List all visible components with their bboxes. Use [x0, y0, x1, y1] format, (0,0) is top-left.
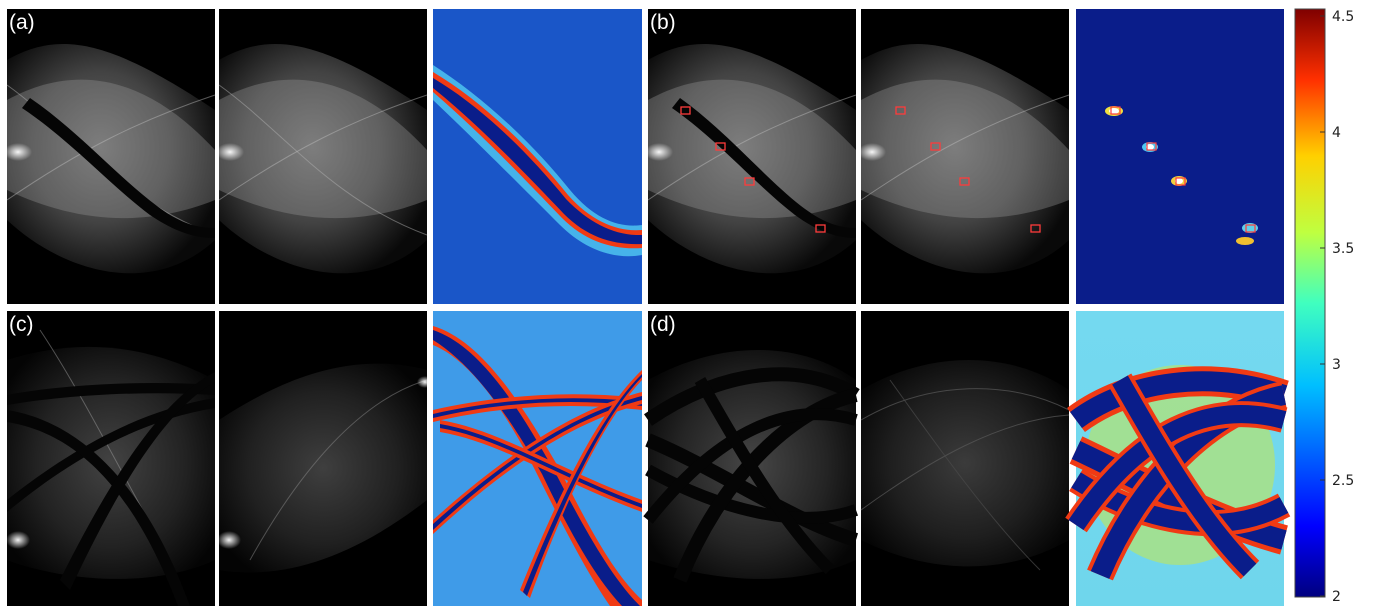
error-spot — [1105, 106, 1123, 116]
panel-c-error-map — [433, 311, 642, 606]
panel-d-sinogram-inpainted — [860, 311, 1070, 606]
panel-label-b: (b) — [650, 11, 676, 34]
marker-box — [930, 142, 941, 151]
panel-d-error-map — [1065, 311, 1291, 606]
marker-box — [1030, 224, 1041, 233]
error-spot — [1171, 176, 1187, 186]
panel-d-sinogram-original — [643, 311, 860, 606]
colorbar-tick-label: 2.5 — [1332, 473, 1354, 489]
panel-a-sinogram-inpainted — [216, 9, 428, 304]
marker-box — [815, 224, 826, 233]
colorbar-tick-label: 4.5 — [1332, 9, 1354, 25]
panel-b-error-map — [1076, 9, 1284, 304]
marker-box — [895, 106, 906, 115]
panel-b-sinogram-inpainted — [858, 9, 1070, 304]
marker-box — [744, 177, 755, 186]
error-spot — [1236, 223, 1258, 245]
colorbar-tick-label: 3 — [1332, 357, 1341, 373]
colorbar-gradient — [1294, 8, 1326, 598]
panel-label-d: (d) — [650, 313, 676, 336]
colorbar: 4.5 4 3.5 3 2.5 2 — [1294, 8, 1354, 605]
panel-b-sinogram-original — [645, 9, 857, 304]
panel-label-c: (c) — [9, 313, 34, 336]
panel-a-sinogram-original — [4, 9, 216, 304]
error-spot — [1142, 142, 1158, 152]
colorbar-ticks: 4.5 4 3.5 3 2.5 2 — [1320, 9, 1354, 605]
marker-box — [959, 177, 970, 186]
panel-a-error-map — [433, 9, 642, 304]
colorbar-tick-label: 2 — [1332, 589, 1341, 605]
colorbar-tick-label: 4 — [1332, 125, 1341, 141]
marker-box — [715, 142, 726, 151]
colorbar-tick-label: 3.5 — [1332, 241, 1354, 257]
panel-c-sinogram-inpainted — [217, 311, 433, 606]
marker-box — [680, 106, 691, 115]
panel-label-a: (a) — [9, 11, 35, 34]
panel-c-sinogram-original — [6, 311, 215, 606]
